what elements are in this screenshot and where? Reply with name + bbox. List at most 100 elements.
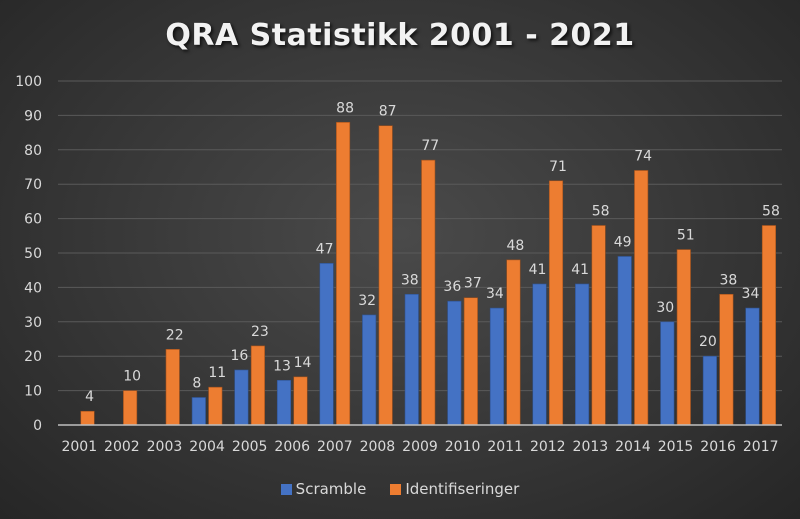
y-tick-label: 90 — [24, 108, 42, 124]
bar-identifiseringer-2008[interactable] — [378, 125, 393, 426]
x-tick-label: 2005 — [232, 439, 268, 455]
x-tick-label: 2017 — [743, 439, 779, 455]
bar-identifiseringer-2003[interactable] — [165, 349, 180, 426]
legend-swatch-identifiseringer — [390, 483, 402, 495]
data-label-identifiseringer-2013: 58 — [592, 203, 610, 219]
legend-swatch-scramble — [280, 483, 292, 495]
data-label-scramble-2012: 41 — [529, 262, 547, 278]
legend-item-scramble[interactable]: Scramble — [280, 480, 367, 498]
x-tick-label: 2001 — [61, 439, 97, 455]
bar-scramble-2007[interactable] — [319, 263, 334, 426]
data-label-scramble-2015: 30 — [656, 300, 674, 316]
data-label-scramble-2017: 34 — [742, 286, 760, 302]
y-tick-label: 60 — [24, 212, 42, 228]
bar-scramble-2016[interactable] — [702, 355, 717, 426]
bar-identifiseringer-2012[interactable] — [548, 180, 564, 426]
data-label-identifiseringer-2006: 14 — [294, 355, 312, 371]
x-tick-label: 2010 — [445, 439, 481, 455]
x-tick-label: 2006 — [274, 439, 310, 455]
legend-label-scramble: Scramble — [295, 480, 367, 498]
y-tick-label: 30 — [24, 315, 42, 331]
x-tick-label: 2007 — [317, 439, 353, 455]
data-label-scramble-2007: 47 — [316, 241, 334, 257]
gridlines — [58, 80, 782, 392]
y-axis: 0 10 20 30 40 50 60 70 80 90 100 — [15, 74, 42, 434]
bar-scramble-2012[interactable] — [532, 283, 547, 426]
bars — [80, 121, 777, 426]
x-tick-label: 2008 — [360, 439, 396, 455]
data-label-scramble-2013: 41 — [571, 262, 589, 278]
x-tick-label: 2016 — [700, 439, 736, 455]
bar-scramble-2008[interactable] — [362, 314, 377, 426]
data-label-identifiseringer-2004: 11 — [208, 365, 226, 381]
x-tick-label: 2013 — [573, 439, 609, 455]
x-tick-label: 2003 — [147, 439, 183, 455]
data-label-identifiseringer-2002: 10 — [123, 369, 141, 385]
bar-identifiseringer-2013[interactable] — [591, 225, 606, 426]
legend: Scramble Identifiseringer — [0, 480, 800, 498]
y-tick-label: 70 — [24, 177, 42, 193]
x-tick-label: 2004 — [189, 439, 225, 455]
data-label-identifiseringer-2012: 71 — [549, 159, 567, 175]
data-label-scramble-2011: 34 — [486, 286, 504, 302]
bar-identifiseringer-2004[interactable] — [208, 386, 223, 426]
bar-identifiseringer-2015[interactable] — [676, 249, 691, 426]
data-label-scramble-2009: 38 — [401, 272, 419, 288]
bar-scramble-2004[interactable] — [191, 397, 206, 426]
x-tick-label: 2014 — [615, 439, 651, 455]
data-label-scramble-2008: 32 — [358, 293, 376, 309]
bar-identifiseringer-2006[interactable] — [293, 376, 308, 426]
bar-scramble-2017[interactable] — [745, 307, 760, 426]
data-label-identifiseringer-2011: 48 — [507, 238, 525, 254]
data-label-identifiseringer-2010: 37 — [464, 276, 482, 292]
x-tick-label: 2011 — [487, 439, 523, 455]
bar-identifiseringer-2001[interactable] — [80, 410, 95, 426]
legend-label-identifiseringer: Identifiseringer — [405, 480, 520, 498]
bar-scramble-2006[interactable] — [276, 379, 292, 426]
y-tick-label: 20 — [24, 349, 42, 365]
y-tick-label: 80 — [24, 143, 42, 159]
data-label-identifiseringer-2014: 74 — [634, 148, 652, 164]
data-label-scramble-2004: 8 — [192, 375, 201, 391]
x-tick-label: 2012 — [530, 439, 566, 455]
chart-title: QRA Statistikk 2001 - 2021 — [165, 18, 635, 53]
data-label-scramble-2010: 36 — [443, 279, 461, 295]
data-label-scramble-2005: 16 — [230, 348, 248, 364]
data-label-identifiseringer-2008: 87 — [379, 104, 397, 120]
legend-item-identifiseringer[interactable]: Identifiseringer — [390, 480, 519, 498]
data-label-scramble-2016: 20 — [699, 334, 717, 350]
bar-identifiseringer-2009[interactable] — [421, 159, 436, 426]
y-tick-label: 100 — [15, 74, 42, 90]
x-tick-label: 2002 — [104, 439, 140, 455]
bar-scramble-2010[interactable] — [447, 300, 462, 426]
bar-identifiseringer-2016[interactable] — [719, 293, 734, 426]
bar-scramble-2009[interactable] — [404, 293, 419, 426]
data-label-identifiseringer-2015: 51 — [677, 228, 695, 244]
bar-identifiseringer-2005[interactable] — [250, 345, 265, 426]
bar-scramble-2013[interactable] — [575, 283, 590, 426]
y-tick-label: 40 — [24, 280, 42, 296]
bar-identifiseringer-2011[interactable] — [506, 259, 521, 426]
bar-scramble-2011[interactable] — [489, 307, 504, 426]
data-label-identifiseringer-2017: 58 — [762, 203, 780, 219]
data-label-identifiseringer-2003: 22 — [166, 327, 184, 343]
bar-identifiseringer-2017[interactable] — [761, 225, 777, 426]
bar-scramble-2005[interactable] — [234, 369, 249, 426]
bar-scramble-2014[interactable] — [617, 256, 632, 426]
bar-identifiseringer-2002[interactable] — [123, 390, 138, 426]
data-label-identifiseringer-2016: 38 — [719, 272, 737, 288]
data-label-identifiseringer-2009: 77 — [421, 138, 439, 154]
x-tick-label: 2015 — [658, 439, 694, 455]
data-label-scramble-2006: 13 — [273, 358, 291, 374]
data-label-scramble-2014: 49 — [614, 234, 632, 250]
y-tick-label: 10 — [24, 384, 42, 400]
bar-identifiseringer-2010[interactable] — [463, 297, 478, 426]
data-label-identifiseringer-2007: 88 — [336, 100, 354, 116]
y-tick-label: 50 — [24, 246, 42, 262]
bar-scramble-2015[interactable] — [660, 321, 675, 426]
data-label-identifiseringer-2005: 23 — [251, 324, 269, 340]
bar-identifiseringer-2014[interactable] — [634, 170, 649, 426]
bar-identifiseringer-2007[interactable] — [336, 121, 351, 426]
